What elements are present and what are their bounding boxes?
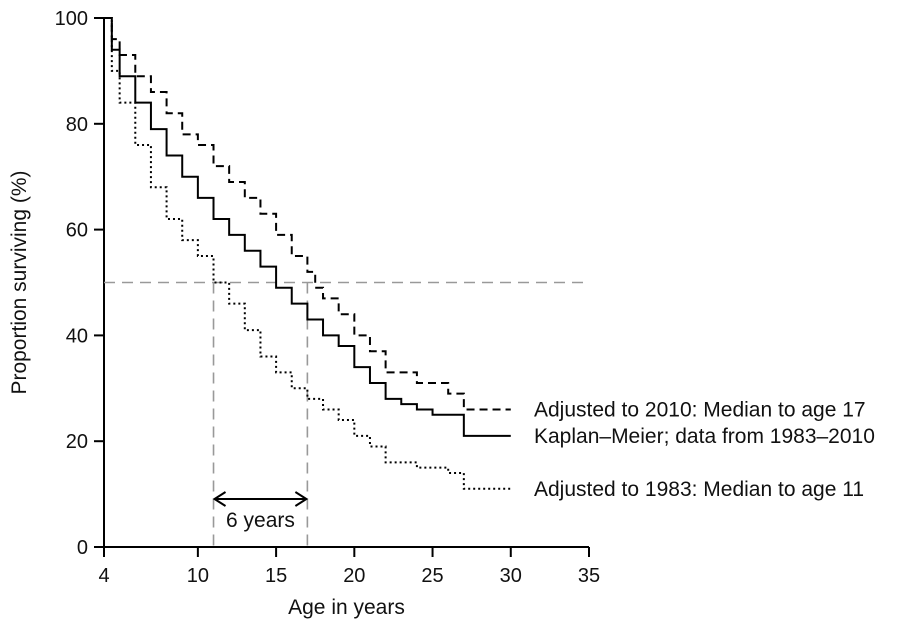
series-labels: Adjusted to 2010: Median to age 17 Kaplan… <box>534 398 875 500</box>
difference-label: 6 years <box>226 509 295 532</box>
y-axis-title: Proportion surviving (%) <box>8 170 31 394</box>
y-tick-label: 60 <box>66 220 88 242</box>
x-tick-label: 20 <box>343 565 365 587</box>
x-tick-label: 25 <box>421 565 443 587</box>
series-label-solid: Kaplan–Meier; data from 1983–2010 <box>534 425 875 448</box>
y-tick-label: 0 <box>77 537 88 559</box>
arrowhead-right <box>294 491 309 507</box>
median-reference-lines <box>104 281 589 547</box>
x-tick-label: 15 <box>265 565 287 587</box>
difference-annotation: 6 years <box>212 491 309 532</box>
y-tick-label: 80 <box>66 114 88 136</box>
series-line-dashed <box>104 17 511 411</box>
x-tick-label: 4 <box>98 565 109 587</box>
x-tick-label: 35 <box>578 565 600 587</box>
axes: 0 20 40 60 80 100 4 10 15 20 25 30 35 <box>55 8 601 587</box>
series-label-dashed: Adjusted to 2010: Median to age 17 <box>534 398 866 421</box>
series-label-dotted: Adjusted to 1983: Median to age 11 <box>534 478 864 501</box>
series-line-solid <box>104 17 511 437</box>
arrowhead-left <box>212 491 227 507</box>
x-tick-label: 10 <box>187 565 209 587</box>
y-tick-label: 100 <box>55 8 88 30</box>
x-tick-label: 30 <box>500 565 522 587</box>
x-axis-title: Age in years <box>288 596 405 619</box>
survival-curves <box>104 17 511 490</box>
y-tick-label: 40 <box>66 325 88 347</box>
y-tick-label: 20 <box>66 431 88 453</box>
